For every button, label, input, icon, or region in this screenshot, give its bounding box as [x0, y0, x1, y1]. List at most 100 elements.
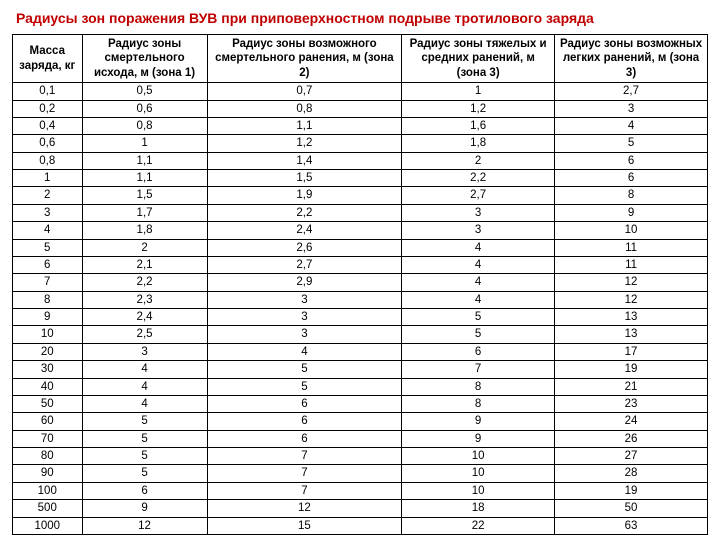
table-cell: 6	[207, 395, 402, 412]
table-cell: 70	[13, 430, 83, 447]
table-row: 72,22,9412	[13, 274, 708, 291]
table-cell: 24	[555, 413, 708, 430]
table-row: 90571028	[13, 465, 708, 482]
table-row: 0,81,11,426	[13, 152, 708, 169]
table-row: 2034617	[13, 343, 708, 360]
table-cell: 0,2	[13, 100, 83, 117]
table-cell: 12	[82, 517, 207, 534]
table-cell: 30	[13, 361, 83, 378]
table-row: 7056926	[13, 430, 708, 447]
table-cell: 1,8	[82, 222, 207, 239]
table-cell: 0,8	[207, 100, 402, 117]
table-row: 0,20,60,81,23	[13, 100, 708, 117]
table-cell: 2	[13, 187, 83, 204]
table-cell: 1,2	[207, 135, 402, 152]
table-row: 21,51,92,78	[13, 187, 708, 204]
table-cell: 19	[555, 482, 708, 499]
table-cell: 1	[402, 83, 555, 100]
table-cell: 4	[402, 239, 555, 256]
table-cell: 3	[207, 291, 402, 308]
table-row: 3045719	[13, 361, 708, 378]
table-cell: 1	[82, 135, 207, 152]
table-cell: 1,8	[402, 135, 555, 152]
table-cell: 1,1	[207, 117, 402, 134]
table-cell: 11	[555, 256, 708, 273]
table-row: 11,11,52,26	[13, 170, 708, 187]
table-cell: 0,4	[13, 117, 83, 134]
table-row: 41,82,4310	[13, 222, 708, 239]
table-cell: 19	[555, 361, 708, 378]
table-row: 62,12,7411	[13, 256, 708, 273]
table-cell: 2	[402, 152, 555, 169]
table-cell: 10	[402, 482, 555, 499]
table-cell: 2,2	[82, 274, 207, 291]
table-cell: 1,9	[207, 187, 402, 204]
table-head: Масса заряда, кгРадиус зоны смертельного…	[13, 35, 708, 83]
table-cell: 9	[555, 204, 708, 221]
table-cell: 5	[555, 135, 708, 152]
table-cell: 6	[207, 413, 402, 430]
table-cell: 63	[555, 517, 708, 534]
table-cell: 0,8	[82, 117, 207, 134]
table-cell: 5	[207, 361, 402, 378]
table-cell: 2,1	[82, 256, 207, 273]
table-cell: 4	[555, 117, 708, 134]
table-row: 0,40,81,11,64	[13, 117, 708, 134]
table-cell: 9	[82, 500, 207, 517]
table-cell: 1,6	[402, 117, 555, 134]
table-row: 5046823	[13, 395, 708, 412]
table-cell: 2,4	[207, 222, 402, 239]
table-cell: 3	[207, 309, 402, 326]
table-cell: 6	[555, 170, 708, 187]
table-cell: 5	[82, 448, 207, 465]
table-cell: 6	[13, 256, 83, 273]
table-cell: 50	[13, 395, 83, 412]
table-cell: 3	[402, 204, 555, 221]
table-cell: 0,5	[82, 83, 207, 100]
table-cell: 100	[13, 482, 83, 499]
table-row: 4045821	[13, 378, 708, 395]
table-cell: 28	[555, 465, 708, 482]
table-cell: 5	[82, 465, 207, 482]
table-cell: 0,1	[13, 83, 83, 100]
table-cell: 5	[402, 326, 555, 343]
table-cell: 4	[207, 343, 402, 360]
table-cell: 13	[555, 309, 708, 326]
column-header: Радиус зоны тяжелых и средних ранений, м…	[402, 35, 555, 83]
table-cell: 5	[402, 309, 555, 326]
column-header: Масса заряда, кг	[13, 35, 83, 83]
column-header: Радиус зоны возможных легких ранений, м …	[555, 35, 708, 83]
table-row: 80571027	[13, 448, 708, 465]
table-cell: 22	[402, 517, 555, 534]
table-cell: 0,6	[82, 100, 207, 117]
table-cell: 12	[555, 274, 708, 291]
table-cell: 15	[207, 517, 402, 534]
table-cell: 8	[402, 378, 555, 395]
table-row: 0,10,50,712,7	[13, 83, 708, 100]
table-cell: 90	[13, 465, 83, 482]
table-cell: 6	[402, 343, 555, 360]
table-cell: 18	[402, 500, 555, 517]
table-cell: 1,1	[82, 152, 207, 169]
table-cell: 10	[13, 326, 83, 343]
table-cell: 12	[207, 500, 402, 517]
table-cell: 4	[402, 274, 555, 291]
table-cell: 10	[555, 222, 708, 239]
table-cell: 23	[555, 395, 708, 412]
table-cell: 4	[82, 361, 207, 378]
table-cell: 7	[207, 482, 402, 499]
table-cell: 7	[13, 274, 83, 291]
table-cell: 3	[13, 204, 83, 221]
page-title: Радиусы зон поражения ВУВ при приповерхн…	[12, 10, 708, 26]
column-header: Радиус зоны возможного смертельного ране…	[207, 35, 402, 83]
table-cell: 4	[82, 378, 207, 395]
table-cell: 4	[82, 395, 207, 412]
table-cell: 26	[555, 430, 708, 447]
table-row: 92,43513	[13, 309, 708, 326]
table-cell: 0,6	[13, 135, 83, 152]
table-cell: 27	[555, 448, 708, 465]
table-cell: 11	[555, 239, 708, 256]
table-cell: 7	[207, 465, 402, 482]
table-cell: 4	[13, 222, 83, 239]
table-cell: 3	[82, 343, 207, 360]
